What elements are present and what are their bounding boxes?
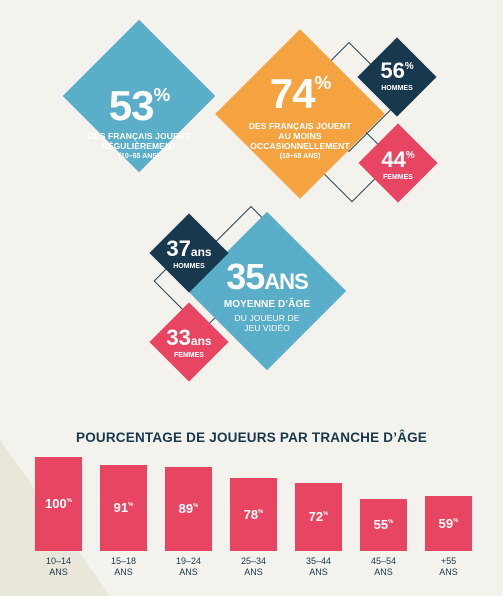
stat-average-age-value: 35ANS bbox=[226, 256, 309, 297]
stat-average-age-sub: DU JOUEUR DE JEU VIDÉO bbox=[234, 313, 300, 333]
stat-men-age: 37ans HOMMES bbox=[154, 238, 224, 271]
bar-label-6: +55 ANS bbox=[439, 556, 458, 577]
bar-0 bbox=[35, 457, 82, 551]
stat-men-share: 56% HOMMES bbox=[362, 60, 432, 93]
stat-occasional-range: (10–65 ANS) bbox=[279, 153, 321, 160]
chart-title: POURCENTAGE DE JOUEURS PAR TRANCHE D’ÂGE bbox=[75, 430, 428, 445]
bar-label-5: 45–54 ANS bbox=[370, 556, 397, 577]
stat-regular: 53% DES FRANÇAIS JOUENT RÉGULIÈREMENT (1… bbox=[79, 85, 199, 161]
stat-women-share-value: 44% bbox=[381, 147, 415, 172]
bar-label-4: 35–44 ANS bbox=[305, 556, 332, 577]
stat-occasional-caption: DES FRANÇAIS JOUENT AU MOINS OCCASIONNEL… bbox=[248, 121, 352, 151]
stat-women-age: 33ans FEMMES bbox=[154, 327, 224, 360]
stat-women-age-label: FEMMES bbox=[174, 352, 204, 359]
stat-men-share-label: HOMMES bbox=[381, 85, 413, 92]
stat-regular-range: (10–65 ANS) bbox=[118, 153, 160, 160]
stat-average-age: 35ANS MOYENNE D’ÂGE DU JOUEUR DE JEU VID… bbox=[202, 256, 332, 334]
stat-regular-value: 53% bbox=[108, 82, 171, 129]
bar-value-6: 59% bbox=[438, 515, 459, 531]
stat-occasional-value: 74% bbox=[269, 70, 332, 117]
bar-label-0: 10–14 ANS bbox=[45, 556, 72, 577]
stat-occasional: 74% DES FRANÇAIS JOUENT AU MOINS OCCASIO… bbox=[240, 73, 360, 161]
stat-women-share-label: FEMMES bbox=[383, 174, 413, 181]
bar-value-2: 89% bbox=[178, 501, 199, 516]
stat-women-share: 44% FEMMES bbox=[363, 149, 433, 182]
bar-label-3: 25–34 ANS bbox=[240, 556, 267, 577]
bar-value-4: 72% bbox=[308, 509, 329, 524]
bar-value-0: 100% bbox=[45, 496, 72, 511]
bar-1 bbox=[100, 465, 147, 551]
bar-value-1: 91% bbox=[113, 500, 134, 515]
bar-label-2: 19–24 ANS bbox=[175, 556, 202, 577]
bar-6 bbox=[425, 496, 472, 551]
stat-men-share-value: 56% bbox=[380, 58, 414, 83]
stat-women-age-value: 33ans bbox=[166, 325, 212, 350]
bar-label-1: 15–18 ANS bbox=[110, 556, 137, 577]
bar-value-3: 78% bbox=[243, 506, 264, 522]
bar-3 bbox=[230, 478, 277, 551]
stat-men-age-label: HOMMES bbox=[173, 263, 205, 270]
bar-5 bbox=[360, 499, 407, 551]
stat-average-age-caption: MOYENNE D’ÂGE bbox=[223, 299, 311, 310]
stat-men-age-value: 37ans bbox=[166, 236, 212, 261]
stat-regular-caption: DES FRANÇAIS JOUENT RÉGULIÈREMENT bbox=[87, 131, 191, 151]
bar-4 bbox=[295, 483, 342, 551]
bar-2 bbox=[165, 467, 212, 551]
bar-value-5: 55% bbox=[373, 517, 394, 532]
